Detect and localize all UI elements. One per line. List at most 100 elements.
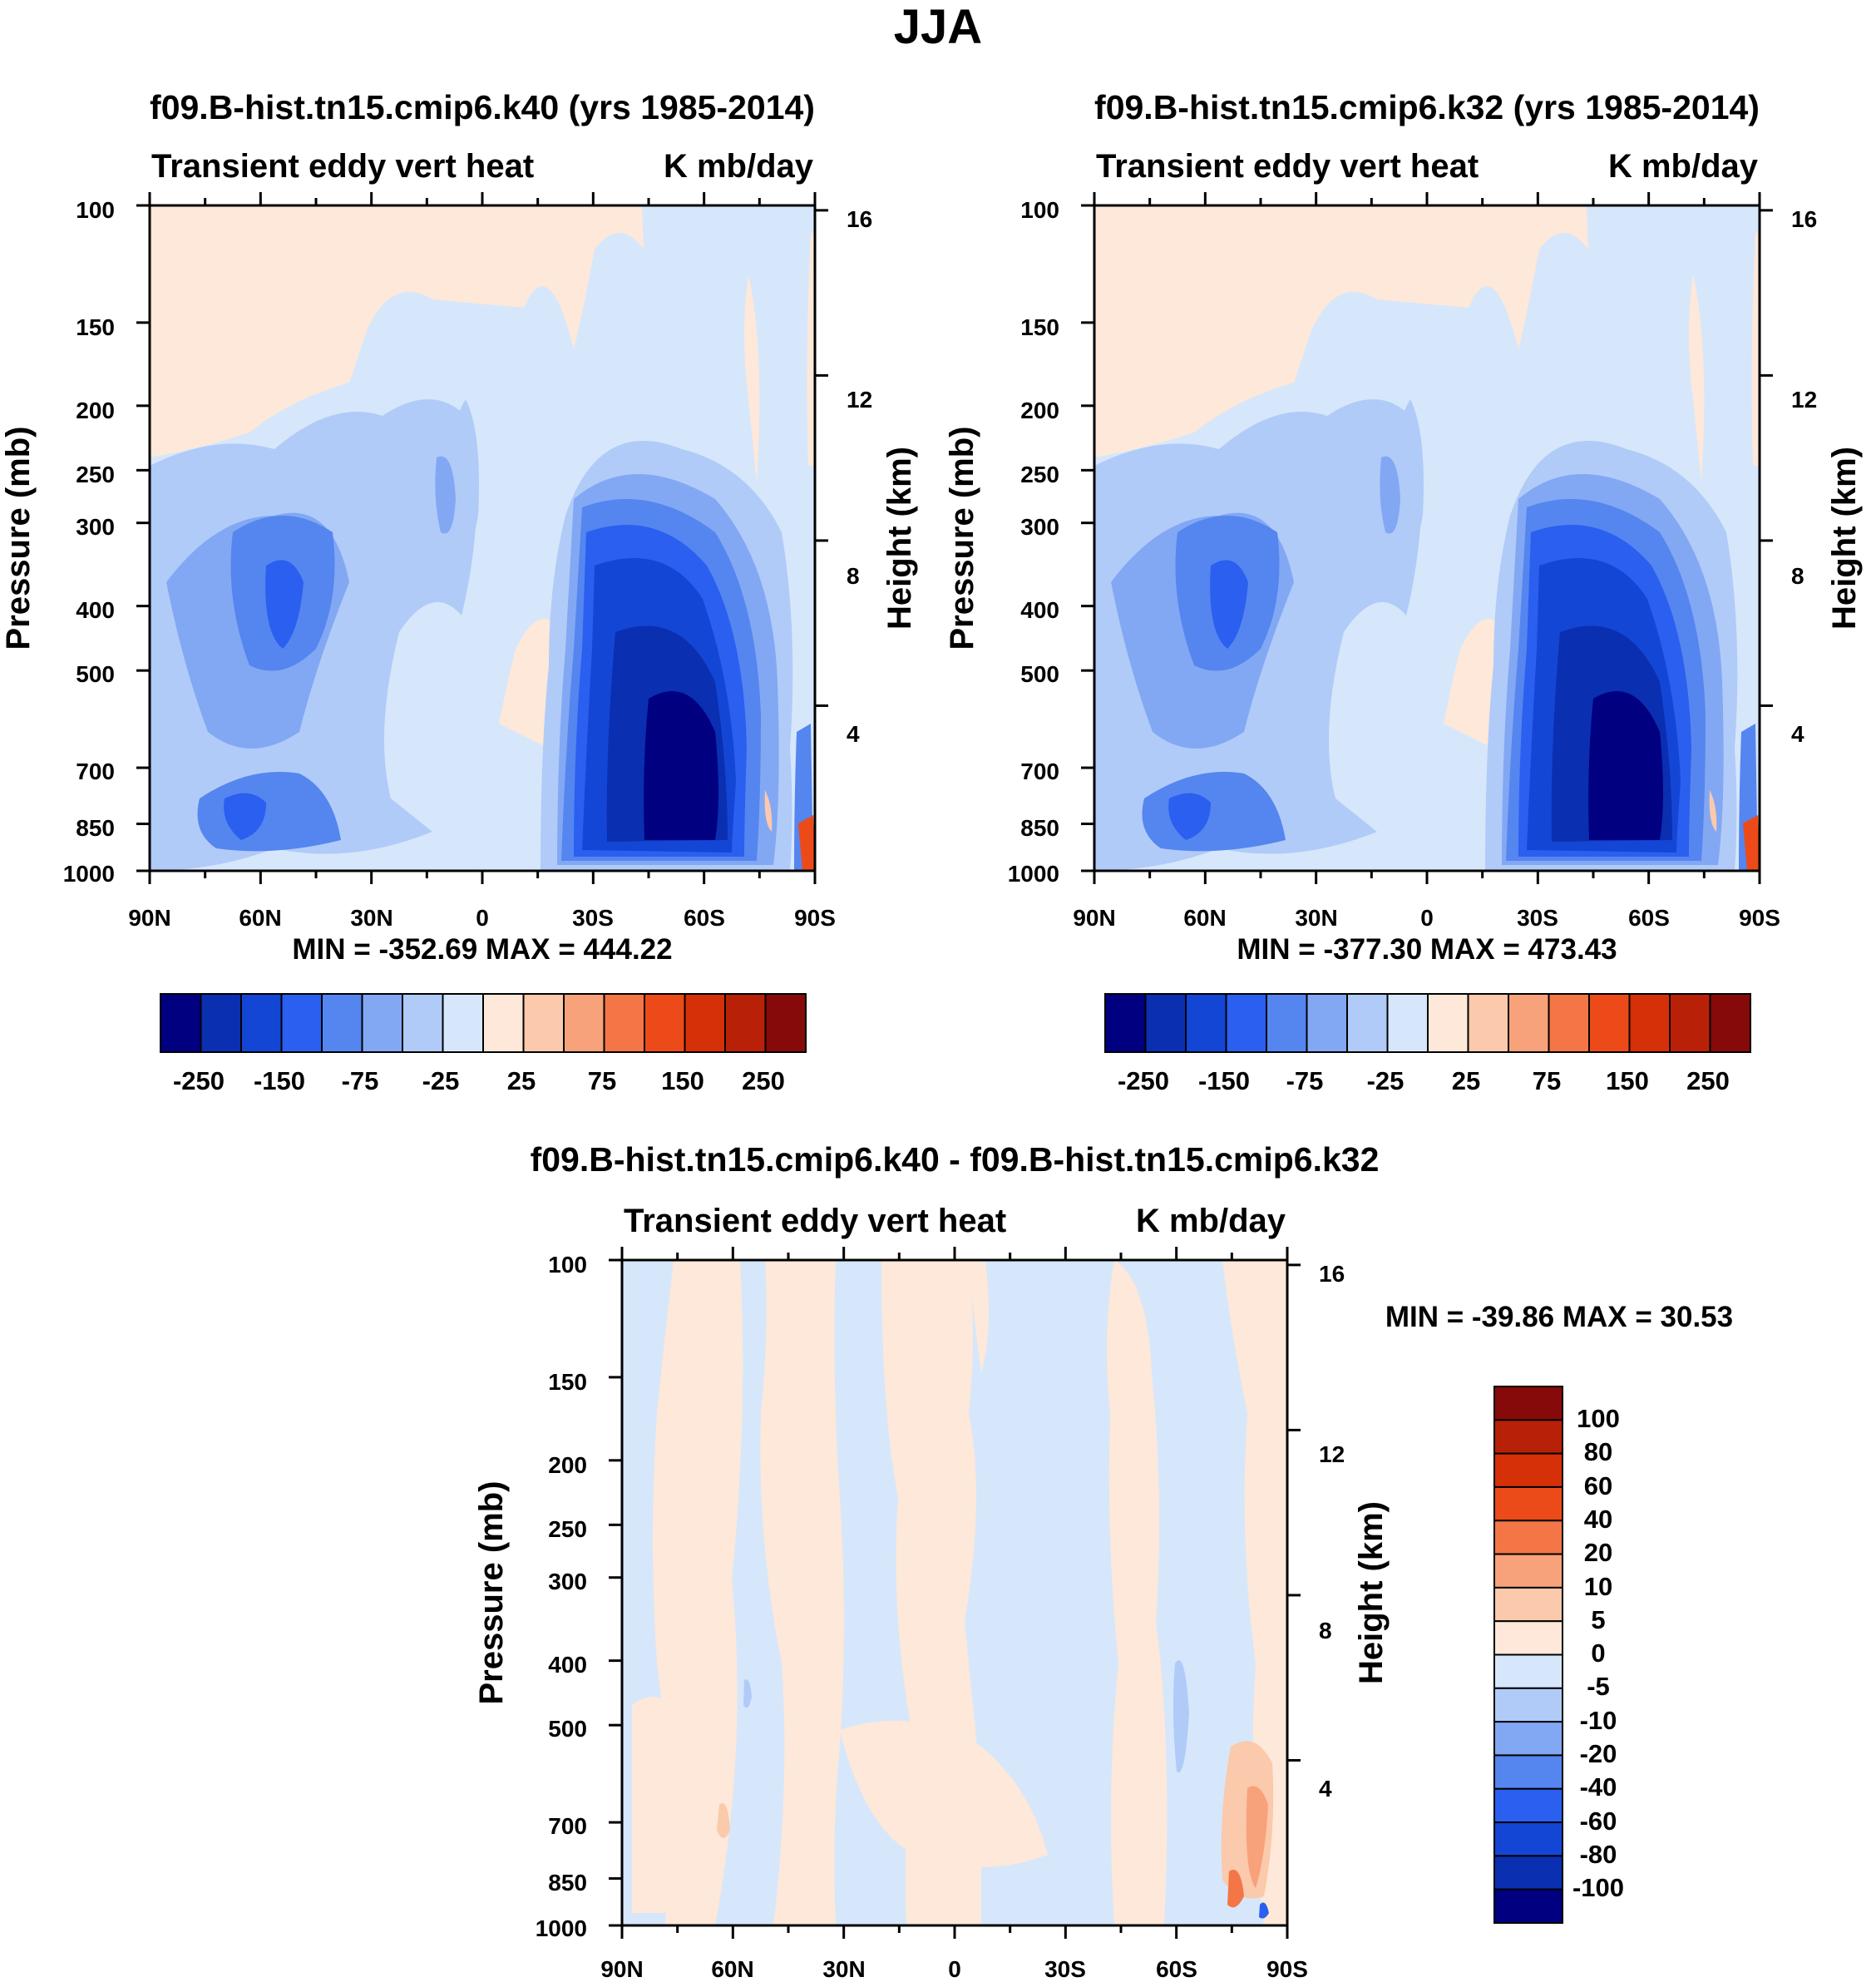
colorbar-label: 150 (661, 1066, 704, 1095)
y-tick-label: 250 (76, 462, 115, 487)
x-tick-label: 60S (1628, 905, 1670, 931)
x-tick-label: 0 (1420, 905, 1434, 931)
colorbar-swatch (442, 993, 484, 1053)
panel-difference: f09.B-hist.tn15.cmip6.k40 - f09.B-hist.t… (473, 1140, 1733, 1982)
colorbar-label: -100 (1572, 1873, 1624, 1902)
y2-axis: 16 12 8 4 Height (km) (847, 206, 918, 747)
colorbar-label: 10 (1584, 1572, 1612, 1601)
y-tick-label: 1000 (63, 861, 115, 887)
y2-tick-label: 4 (1791, 721, 1804, 747)
colorbar: 100 80 60 40 20 10 5 0 -5 -10 -20 -40 -6… (1493, 1386, 1624, 1924)
colorbar-label: 80 (1584, 1437, 1612, 1466)
colorbar-swatch (1669, 993, 1711, 1053)
colorbar-label: 250 (742, 1066, 785, 1095)
colorbar-swatch (1508, 993, 1550, 1053)
colorbar-swatch (1493, 1787, 1563, 1824)
colorbar-swatch (1493, 1821, 1563, 1857)
y-axis: 100 150 200 250 300 400 500 700 850 1000… (473, 1252, 587, 1941)
y-tick-label: 500 (1020, 661, 1059, 687)
colorbar-label: -40 (1580, 1772, 1617, 1802)
y-tick-label: 100 (76, 197, 115, 223)
colorbar-swatch (1493, 1620, 1563, 1656)
y2-tick-label: 16 (1791, 206, 1817, 232)
colorbar-swatch (1144, 993, 1187, 1053)
y2-axis-label: Height (km) (1353, 1501, 1390, 1684)
colorbar-swatch (1306, 993, 1348, 1053)
y2-tick-label: 4 (1319, 1776, 1332, 1802)
contour-field (1094, 205, 1760, 871)
colorbar-label: -250 (1118, 1066, 1169, 1095)
x-tick-label: 30N (1295, 905, 1337, 931)
y-tick-label: 700 (548, 1813, 587, 1839)
colorbar-label: 60 (1584, 1471, 1612, 1500)
colorbar-label: 75 (588, 1066, 616, 1095)
colorbar-swatch (522, 993, 565, 1053)
colorbar-swatch (644, 993, 686, 1053)
x-tick-label: 30N (822, 1956, 865, 1982)
colorbar-swatch (240, 993, 283, 1053)
colorbar-swatch (1266, 993, 1308, 1053)
colorbar-label: -10 (1580, 1706, 1617, 1735)
y2-tick-label: 12 (1319, 1441, 1345, 1467)
colorbar-swatch (280, 993, 323, 1053)
panel-k40: f09.B-hist.tn15.cmip6.k40 (yrs 1985-2014… (0, 88, 918, 1095)
y2-tick-label: 8 (1791, 563, 1804, 589)
colorbar-label: -75 (342, 1066, 379, 1095)
right-string: K mb/day (1608, 148, 1759, 185)
y-tick-label: 100 (1020, 197, 1059, 223)
colorbar-label: 250 (1686, 1066, 1730, 1095)
colorbar-label: -25 (1367, 1066, 1405, 1095)
y-tick-label: 100 (548, 1252, 587, 1278)
colorbar-swatch (1628, 993, 1671, 1053)
colorbar-label: -25 (422, 1066, 460, 1095)
colorbar-label: -60 (1580, 1807, 1617, 1836)
x-tick-label: 30S (1044, 1956, 1086, 1982)
y-tick-label: 400 (1020, 597, 1059, 623)
colorbar-swatch (1467, 993, 1509, 1053)
colorbar-label: 40 (1584, 1505, 1612, 1534)
y2-tick-label: 16 (1319, 1261, 1345, 1287)
y-tick-label: 300 (76, 514, 115, 540)
min-max-label: MIN = -377.30 MAX = 473.43 (1237, 933, 1617, 966)
x-tick-label: 60N (1183, 905, 1226, 931)
colorbar-label: -20 (1580, 1739, 1617, 1768)
colorbar-swatch (1493, 1687, 1563, 1723)
colorbar-swatch (1548, 993, 1590, 1053)
colorbar-label: 25 (1452, 1066, 1480, 1095)
y-tick-label: 250 (548, 1516, 587, 1542)
colorbar-swatch (1493, 1553, 1563, 1589)
colorbar-swatches (1493, 1386, 1563, 1924)
colorbar-label: 25 (507, 1066, 536, 1095)
colorbar-label: -75 (1286, 1066, 1324, 1095)
x-tick-label: 90N (128, 905, 170, 931)
x-tick-label: 90S (1739, 905, 1780, 931)
x-tick-label: 60S (1156, 1956, 1197, 1982)
colorbar-swatch (1493, 1888, 1563, 1924)
colorbar-label: -150 (1198, 1066, 1250, 1095)
colorbar-label: 20 (1584, 1538, 1612, 1567)
y-tick-label: 150 (76, 314, 115, 340)
min-max-label: MIN = -352.69 MAX = 444.22 (292, 933, 672, 966)
panel-k32: f09.B-hist.tn15.cmip6.k32 (yrs 1985-2014… (944, 88, 1863, 1095)
colorbar-swatch (764, 993, 807, 1053)
y-tick-label: 200 (1020, 398, 1059, 423)
y-tick-label: 400 (548, 1652, 587, 1678)
y-tick-label: 850 (548, 1870, 587, 1896)
colorbar-swatch (1346, 993, 1389, 1053)
x-tick-label: 60N (711, 1956, 753, 1982)
x-tick-label: 30S (1517, 905, 1558, 931)
y2-tick-label: 8 (847, 563, 860, 589)
y-tick-label: 500 (548, 1716, 587, 1742)
colorbar-swatch (321, 993, 363, 1053)
y2-tick-label: 8 (1319, 1618, 1332, 1643)
y-axis-label: Pressure (mb) (0, 427, 37, 650)
y-tick-label: 850 (76, 815, 115, 841)
colorbar-label: -150 (254, 1066, 305, 1095)
y2-axis-label: Height (km) (881, 447, 918, 630)
colorbar-swatch (1493, 1386, 1563, 1421)
colorbar-swatch (1493, 1520, 1563, 1555)
y-tick-label: 150 (1020, 314, 1059, 340)
colorbar-swatch (1493, 1855, 1563, 1891)
colorbar-swatch (1493, 1721, 1563, 1757)
left-string: Transient eddy vert heat (151, 148, 534, 185)
